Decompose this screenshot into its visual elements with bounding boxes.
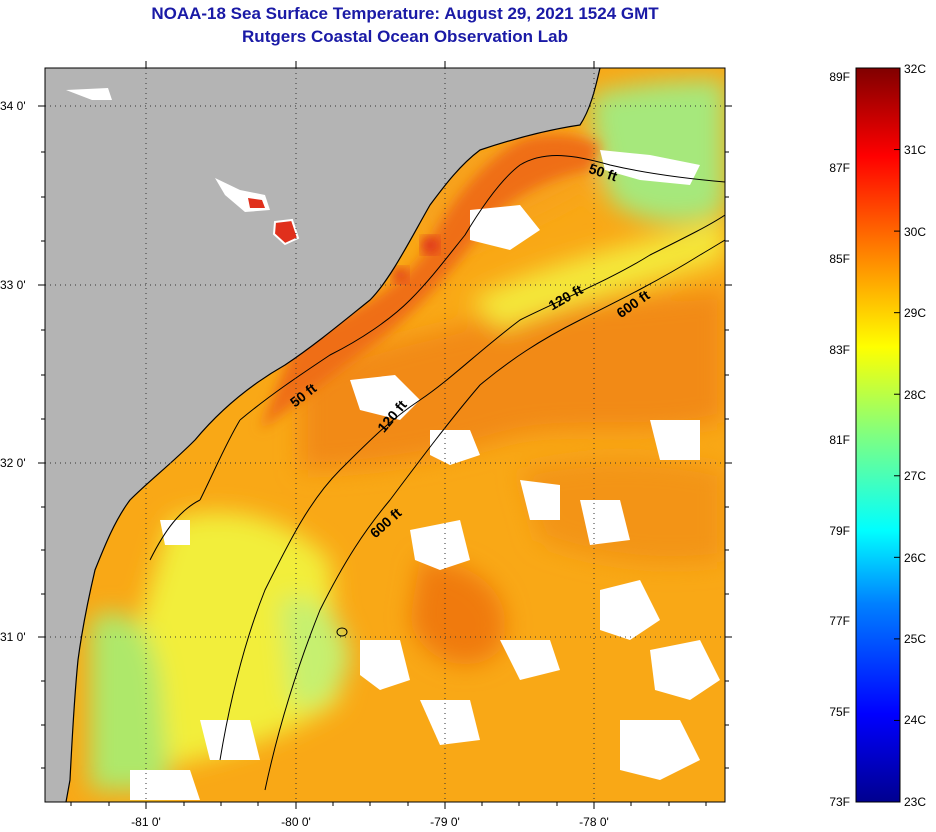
land-mass	[45, 68, 600, 802]
colorbar-f-label: 75F	[829, 705, 850, 719]
colorbar-c-label: 29C	[904, 306, 926, 320]
colorbar-f-label: 89F	[829, 70, 850, 84]
colorbar-f-label: 73F	[829, 795, 850, 809]
colorbar-f-label: 81F	[829, 433, 850, 447]
colorbar-c-label: 23C	[904, 795, 926, 809]
latitude-label: 32 0'	[0, 456, 26, 470]
map-frame	[44, 67, 726, 803]
colorbar	[855, 67, 901, 803]
colorbar-c-label: 26C	[904, 551, 926, 565]
colorbar-c-label: 28C	[904, 388, 926, 402]
colorbar-f-label: 77F	[829, 614, 850, 628]
contour-50ft	[239, 155, 725, 421]
latitude-label: 33 0'	[0, 278, 26, 292]
lake	[248, 198, 265, 208]
colorbar-c-label: 24C	[904, 713, 926, 727]
latitude-label: 31 0'	[0, 630, 26, 644]
colorbar-c-label: 27C	[904, 469, 926, 483]
coastline	[65, 68, 601, 802]
colorbar-c-label: 31C	[904, 143, 926, 157]
colorbar-f-label: 79F	[829, 524, 850, 538]
longitude-label: -81 0'	[131, 815, 161, 829]
contour-600ft	[264, 239, 725, 791]
longitude-label: -78 0'	[579, 815, 609, 829]
chart-title: NOAA-18 Sea Surface Temperature: August …	[151, 4, 659, 23]
warm-spot	[392, 267, 408, 283]
colorbar-c-label: 32C	[904, 62, 926, 76]
contour-120ft	[219, 214, 725, 761]
contour-closed-loop	[336, 627, 348, 637]
lake	[272, 218, 300, 246]
longitude-label: -79 0'	[430, 815, 460, 829]
latitude-label: 34 0'	[0, 99, 26, 113]
warm-coastal-band	[260, 134, 600, 431]
contour-50ft-south	[199, 419, 241, 501]
colorbar-f-label: 83F	[829, 343, 850, 357]
colorbar-f-label: 85F	[829, 252, 850, 266]
temperature-field	[90, 80, 725, 790]
colorbar-c-label: 30C	[904, 225, 926, 239]
longitude-label: -80 0'	[281, 815, 311, 829]
colorbar-f-label: 87F	[829, 161, 850, 175]
lake	[66, 88, 112, 100]
colorbar-ticks	[894, 67, 900, 803]
colorbar-c-label: 25C	[904, 632, 926, 646]
graticule	[45, 68, 725, 802]
axis-ticks	[38, 61, 732, 809]
cloud-mask	[130, 150, 720, 800]
chart-subtitle: Rutgers Coastal Ocean Observation Lab	[242, 27, 568, 46]
warm-spot	[421, 236, 439, 254]
map-frame-content: 50 ft 50 ft 120 ft 120 ft 600 ft 600 ft	[45, 68, 725, 802]
contour-50ft-south	[149, 499, 201, 561]
